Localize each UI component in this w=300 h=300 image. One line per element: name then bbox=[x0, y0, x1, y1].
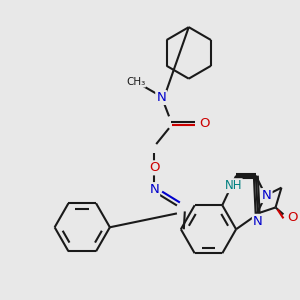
Text: NH: NH bbox=[224, 179, 242, 192]
Text: N: N bbox=[253, 215, 263, 228]
Text: N: N bbox=[149, 183, 159, 196]
Text: N: N bbox=[262, 189, 272, 202]
Text: N: N bbox=[156, 91, 166, 104]
Text: CH₃: CH₃ bbox=[126, 76, 145, 87]
Text: O: O bbox=[149, 161, 160, 174]
Text: O: O bbox=[199, 117, 210, 130]
Text: O: O bbox=[287, 211, 298, 224]
